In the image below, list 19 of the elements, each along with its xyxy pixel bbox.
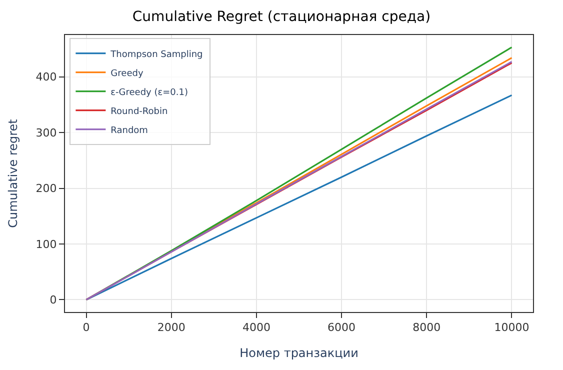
x-tick-label: 2000	[157, 321, 186, 334]
x-tick-label: 10000	[494, 321, 530, 334]
legend-label: ε-Greedy (ε=0.1)	[110, 88, 188, 98]
chart-title: Cumulative Regret (стационарная среда)	[132, 8, 431, 25]
legend-label: Random	[110, 126, 148, 136]
legend-label: Greedy	[110, 68, 144, 79]
x-tick-label: 6000	[328, 321, 356, 334]
y-tick-label: 300	[36, 126, 57, 140]
y-tick-label: 200	[36, 182, 57, 196]
legend-label: Thompson Sampling	[110, 50, 203, 60]
x-axis-title: Номер транзакции	[240, 346, 358, 360]
y-tick-label: 0	[50, 294, 57, 307]
x-tick-label: 0	[82, 321, 90, 334]
y-tick-label: 400	[36, 70, 57, 84]
x-tick-label: 4000	[242, 321, 270, 334]
y-tick-label: 100	[36, 238, 57, 251]
y-axis-title: Cumulative regret	[6, 118, 20, 228]
x-tick-label: 8000	[412, 321, 441, 334]
legend-label: Round-Robin	[110, 106, 168, 117]
